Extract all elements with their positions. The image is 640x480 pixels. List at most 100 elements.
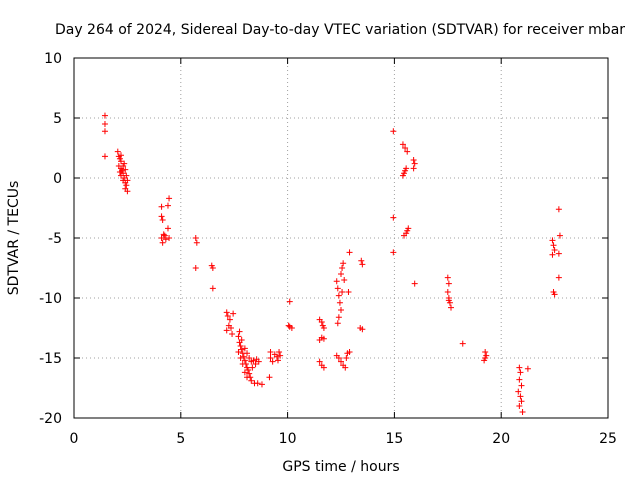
data-point-marker [238, 337, 245, 343]
data-point-marker [359, 261, 366, 268]
data-point-marker [335, 292, 342, 299]
x-axis-label: GPS time / hours [282, 459, 399, 475]
data-point-marker [482, 349, 489, 355]
y-tick-label: 5 [53, 111, 62, 127]
data-point-marker [550, 242, 557, 249]
data-point-marker [120, 163, 127, 169]
data-point-marker [227, 325, 234, 331]
data-point-marker [402, 145, 409, 151]
data-point-marker [273, 353, 280, 360]
data-point-marker [555, 250, 562, 257]
x-tick-label: 5 [176, 431, 185, 447]
data-point-marker [159, 239, 166, 246]
data-point-marker [390, 214, 397, 221]
data-point-marker [516, 364, 523, 371]
data-point-marker [555, 206, 562, 213]
data-point-marker [209, 285, 216, 292]
data-point-marker [159, 217, 166, 223]
data-point-marker [320, 364, 327, 371]
data-point-marker [359, 326, 366, 333]
data-point-marker [338, 358, 344, 365]
data-point-marker [123, 172, 130, 179]
data-point-marker [390, 128, 397, 135]
data-point-marker [244, 374, 251, 381]
data-point-marker [235, 349, 242, 355]
data-point-marker [345, 289, 352, 295]
data-point-marker [517, 369, 524, 376]
data-point-marker [556, 232, 563, 239]
data-point-marker [269, 358, 276, 365]
data-point-marker [267, 349, 274, 355]
data-point-marker [516, 403, 523, 409]
data-point-marker [334, 320, 341, 327]
data-point-marker [164, 202, 171, 209]
data-point-marker [399, 141, 406, 148]
data-point-marker [229, 331, 236, 337]
data-point-marker [411, 160, 418, 167]
y-tick-label: -5 [48, 231, 62, 247]
y-tick-label: -10 [39, 291, 62, 307]
data-point-marker [166, 235, 173, 241]
data-point-marker [515, 388, 522, 395]
data-point-marker [551, 291, 558, 298]
data-point-marker [117, 158, 124, 165]
data-point-marker [342, 364, 349, 371]
data-point-marker [519, 409, 526, 415]
axis-ticks: 0 5 10 15 20 25 -20 -15 -10 -5 0 5 10 [39, 51, 617, 447]
data-point-marker [250, 357, 257, 364]
data-point-marker [116, 169, 123, 175]
data-point-marker [444, 274, 451, 281]
x-tick-label: 25 [599, 431, 617, 447]
data-point-marker [117, 172, 124, 179]
data-point-marker [241, 357, 248, 364]
data-point-marker [341, 277, 348, 283]
data-point-marker [286, 298, 293, 305]
data-point-marker [258, 381, 265, 388]
data-point-marker [316, 337, 323, 343]
data-point-marker [403, 165, 410, 172]
y-tick-label: 0 [53, 171, 62, 187]
x-tick-label: 0 [70, 431, 79, 447]
data-point-marker [444, 289, 451, 295]
data-point-marker [340, 260, 347, 267]
data-point-marker [358, 257, 365, 264]
data-point-marker [459, 340, 466, 347]
data-point-marker [334, 285, 341, 292]
data-point-marker [524, 365, 531, 372]
data-point-marker [551, 247, 558, 253]
data-point-marker [288, 325, 295, 331]
data-point-marker [448, 304, 455, 311]
data-point-marker [223, 309, 230, 316]
data-point-marker [320, 335, 327, 342]
data-point-marker [252, 361, 259, 367]
data-point-marker [158, 203, 165, 210]
data-point-marker [339, 265, 346, 271]
data-point-marker [404, 148, 411, 155]
data-point-marker [249, 364, 256, 371]
data-point-marker [390, 249, 397, 256]
data-point-marker [162, 236, 169, 243]
data-point-marker [240, 353, 247, 360]
data-point-marker [246, 355, 253, 361]
data-point-marker [338, 307, 344, 313]
chart-title: Day 264 of 2024, Sidereal Day-to-day VTE… [55, 22, 625, 38]
data-point-marker [224, 313, 231, 319]
data-point-marker [124, 177, 131, 184]
data-point-marker [336, 299, 343, 306]
data-point-marker [241, 345, 248, 352]
data-point-marker [254, 380, 261, 387]
data-point-marker [101, 128, 108, 135]
data-point-marker [193, 239, 200, 246]
data-points [101, 112, 563, 415]
data-point-marker [161, 232, 168, 239]
data-point-marker [158, 213, 165, 220]
data-point-marker [239, 361, 246, 367]
data-point-marker [267, 355, 274, 361]
data-point-marker [405, 225, 412, 232]
data-point-marker [226, 316, 233, 323]
data-point-marker [335, 314, 342, 321]
data-point-marker [266, 374, 273, 381]
data-point-marker [339, 289, 346, 295]
data-point-marker [549, 237, 556, 244]
y-tick-label: -15 [39, 351, 62, 367]
